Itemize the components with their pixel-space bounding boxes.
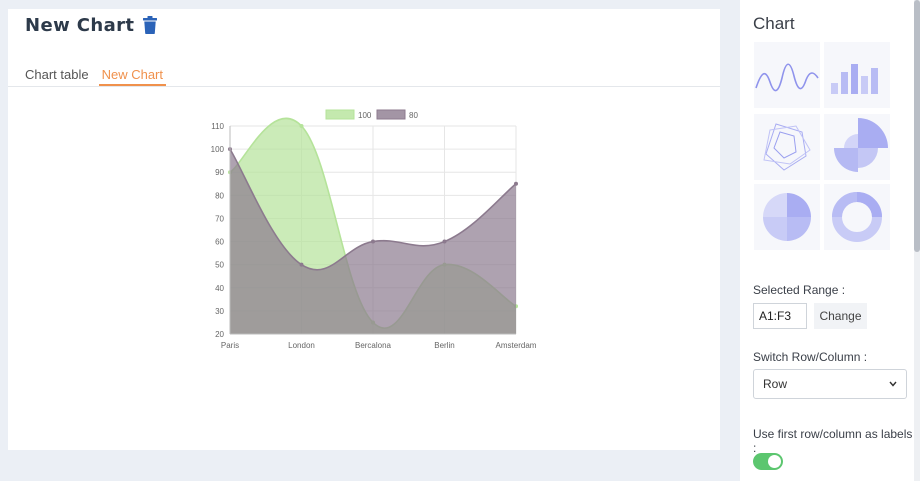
pie-chart-option[interactable] <box>754 184 820 250</box>
change-range-button[interactable]: Change <box>814 303 867 329</box>
x-tick-label: Bercalona <box>355 341 392 349</box>
y-tick-label: 40 <box>215 284 224 293</box>
x-tick-label: Berlin <box>434 341 454 349</box>
scrollbar-thumb[interactable] <box>914 0 920 252</box>
area-chart-svg: 20 30 40 50 60 70 80 90 100 110 Paris London Bercalo… <box>211 109 536 349</box>
pie-chart-icon <box>763 193 811 241</box>
y-tick-label: 20 <box>215 330 224 339</box>
legend-swatch <box>325 109 355 120</box>
x-tick-label: Paris <box>221 341 239 349</box>
legend-label: 80 <box>409 111 418 120</box>
polar-area-chart-option[interactable] <box>824 114 890 180</box>
y-tick-label: 30 <box>215 307 224 316</box>
use-first-row-label: Use first row/column as labels : <box>753 427 913 455</box>
title-row: New Chart <box>25 13 158 37</box>
line-chart-icon <box>755 63 819 92</box>
chart-editor-panel: New Chart Chart table New Chart 20 30 40 50… <box>8 9 720 450</box>
chevron-down-icon <box>889 381 897 387</box>
y-tick-label: 50 <box>215 261 224 270</box>
x-tick-label: Amsterdam <box>496 341 536 349</box>
y-tick-label: 70 <box>215 214 224 223</box>
tab-divider <box>8 86 720 87</box>
toggle-knob <box>768 455 781 468</box>
x-tick-label: London <box>288 341 315 349</box>
area-chart: 20 30 40 50 60 70 80 90 100 110 Paris London Bercalo… <box>196 99 536 349</box>
tab-chart-table[interactable]: Chart table <box>25 67 89 82</box>
range-input[interactable] <box>753 303 807 329</box>
y-tick-label: 100 <box>211 145 225 154</box>
series-line <box>229 148 517 271</box>
legend-label: 100 <box>358 111 372 120</box>
page-title: New Chart <box>25 14 135 36</box>
chart-settings-sidebar: Chart <box>740 0 915 481</box>
trash-icon[interactable] <box>143 16 158 34</box>
y-tick-label: 110 <box>211 122 224 131</box>
y-tick-label: 90 <box>215 168 224 177</box>
bar-chart-option[interactable] <box>824 42 890 108</box>
tab-new-chart[interactable]: New Chart <box>98 67 167 86</box>
doughnut-chart-option[interactable] <box>824 184 890 250</box>
data-point <box>371 239 375 244</box>
chart-tabs: Chart table New Chart <box>25 67 176 86</box>
use-labels-toggle[interactable] <box>753 453 783 470</box>
data-point <box>442 239 447 244</box>
select-value: Row <box>763 377 788 391</box>
line-chart-option[interactable] <box>754 42 820 108</box>
radar-chart-icon <box>763 123 811 171</box>
legend-swatch <box>376 109 406 120</box>
switch-row-column-label: Switch Row/Column : <box>753 350 868 364</box>
polar-area-chart-icon <box>834 118 888 172</box>
y-tick-label: 80 <box>215 191 224 200</box>
doughnut-chart-icon <box>832 192 882 242</box>
radar-chart-option[interactable] <box>754 114 820 180</box>
sidebar-title: Chart <box>753 14 795 33</box>
y-tick-label: 60 <box>215 238 224 247</box>
selected-range-label: Selected Range : <box>753 283 846 297</box>
bar-chart-icon <box>831 64 878 94</box>
switch-row-column-select[interactable]: Row <box>753 369 907 399</box>
data-point <box>299 262 304 267</box>
data-point <box>299 124 304 128</box>
data-point <box>514 181 518 186</box>
